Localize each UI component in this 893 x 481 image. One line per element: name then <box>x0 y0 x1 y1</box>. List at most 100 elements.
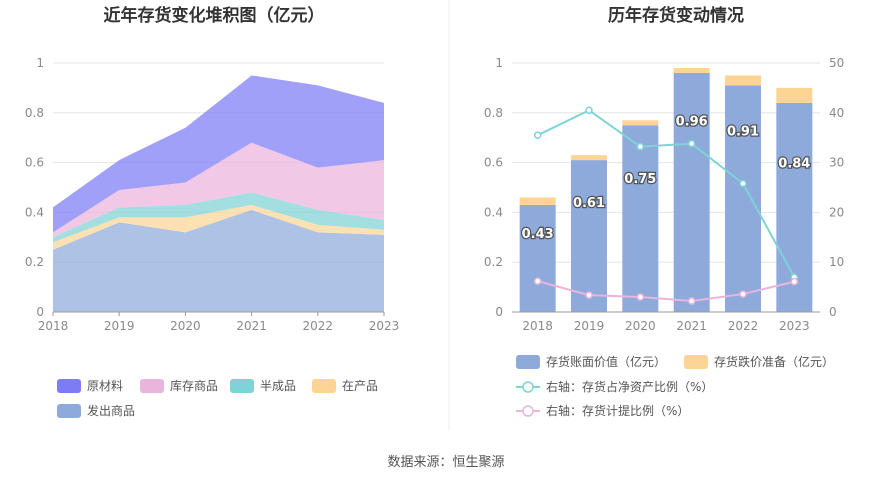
right-bars <box>519 67 813 313</box>
left-chart-title: 近年存货变化堆积图（亿元） <box>104 5 325 26</box>
bar-reserve-2023[interactable] <box>776 87 813 103</box>
left-y-tick: 0.6 <box>25 156 44 170</box>
line-point[interactable] <box>585 291 593 299</box>
legend-item-库存商品[interactable]: 库存商品 <box>140 378 218 393</box>
legend-item-原材料[interactable]: 原材料 <box>57 379 123 393</box>
line-point[interactable] <box>790 277 799 286</box>
right-x-tick: 2021 <box>676 319 707 333</box>
bar-value-label: 0.43 <box>522 227 554 242</box>
legend-label: 半成品 <box>260 379 296 393</box>
legend-item-存货跌价准备（亿元）[interactable]: 存货跌价准备（亿元） <box>684 354 834 369</box>
legend-label: 存货账面价值（亿元） <box>546 354 666 369</box>
bar-value-label: 0.84 <box>778 157 810 172</box>
right-legend: 存货账面价值（亿元） 存货跌价准备（亿元）右轴：存货占净资产比例（%） 右轴：存货计… <box>516 354 834 418</box>
line-point[interactable] <box>739 290 747 298</box>
bar-value-label: 0.61 <box>573 196 605 211</box>
right-y2-tick: 40 <box>829 106 844 120</box>
right-y2-tick: 30 <box>829 156 844 170</box>
legend-item-半成品[interactable]: 半成品 <box>230 379 296 393</box>
left-x-tick: 2021 <box>236 319 267 333</box>
left-y-tick: 0.2 <box>25 255 44 269</box>
right-lines: 0.43 0.61 0.75 0.96 0.91 0.84 <box>520 106 812 305</box>
right-x-tick: 2019 <box>574 319 605 333</box>
line-point[interactable] <box>739 179 747 188</box>
stacked-area-chart: 近年存货变化堆积图（亿元） 0 0.2 0.4 0.6 0.8 1 2018 2019 202… <box>25 5 399 418</box>
legend-label: 右轴：存货占净资产比例（%） <box>546 379 713 394</box>
bar-reserve-2018[interactable] <box>519 197 556 205</box>
area-库存商品 <box>53 142 384 238</box>
legend-swatch <box>230 379 254 393</box>
line-point[interactable] <box>687 297 696 305</box>
right-chart-title: 历年存货变动情况 <box>608 5 744 26</box>
right-y2-tick: 0 <box>829 305 837 319</box>
left-x-tick: 2019 <box>104 319 135 333</box>
area-原材料 <box>53 75 384 233</box>
right-x-tick: 2020 <box>625 319 656 333</box>
bar-reserve-2022[interactable] <box>725 75 761 86</box>
legend-label: 发出商品 <box>87 403 135 418</box>
line-point[interactable] <box>533 277 542 285</box>
left-areas <box>53 75 384 312</box>
line-point[interactable] <box>687 139 696 148</box>
legend-swatch <box>140 379 164 393</box>
bar-2020[interactable] <box>622 125 659 312</box>
legend-label: 存货跌价准备（亿元） <box>714 354 834 369</box>
legend-swatch <box>684 355 708 369</box>
legend-swatch <box>57 379 81 393</box>
bar-reserve-2019[interactable] <box>571 155 607 161</box>
area-发出商品 <box>53 209 384 312</box>
right-y-tick: 0.8 <box>484 106 503 120</box>
legend-item-存货账面价值（亿元）[interactable]: 存货账面价值（亿元） <box>516 354 666 369</box>
legend-item-右轴：存货计提比例（%）[interactable]: 右轴：存货计提比例（%） <box>516 403 689 418</box>
line-point[interactable] <box>636 142 645 151</box>
legend-label: 库存商品 <box>170 378 218 393</box>
line-point[interactable] <box>533 131 542 139</box>
right-axes: 2018 2019 2020 2021 2022 2023 <box>512 311 820 333</box>
legend-item-发出商品[interactable]: 发出商品 <box>57 403 135 418</box>
bar-2021[interactable] <box>673 72 710 313</box>
line-point[interactable] <box>585 106 593 115</box>
right-x-tick: 2018 <box>522 319 553 333</box>
line-net-asset-ratio <box>537 109 796 278</box>
left-x-tick: 2020 <box>170 319 201 333</box>
bar-2022[interactable] <box>725 85 761 312</box>
legend-label: 原材料 <box>87 379 123 393</box>
bar-value-label: 0.75 <box>624 172 656 187</box>
left-y-tick: 0.8 <box>25 106 44 120</box>
line-point[interactable] <box>636 293 645 301</box>
bar-2018[interactable] <box>519 204 556 312</box>
right-y2-tick: 20 <box>829 205 844 219</box>
bar-reserve-2020[interactable] <box>622 120 659 126</box>
legend-swatch <box>516 355 540 369</box>
bar-value-label: 0.96 <box>676 115 708 130</box>
legend-item-在产品[interactable]: 在产品 <box>312 379 378 393</box>
right-y2-tick: 10 <box>829 255 844 269</box>
legend-label: 在产品 <box>342 379 378 393</box>
right-y-tick: 1 <box>495 56 503 70</box>
bar-2019[interactable] <box>571 160 607 312</box>
right-y-tick: 0 <box>495 305 503 319</box>
legend-label: 右轴：存货计提比例（%） <box>546 403 689 418</box>
line-provision-ratio <box>537 280 795 303</box>
legend-swatch <box>57 404 81 418</box>
left-y-tick: 0 <box>36 305 44 319</box>
area-半成品 <box>53 192 384 243</box>
right-y2-tick: 50 <box>829 56 844 70</box>
legend-item-右轴：存货占净资产比例（%）[interactable]: 右轴：存货占净资产比例（%） <box>516 379 713 394</box>
legend-marker <box>522 381 534 393</box>
right-x-tick: 2023 <box>779 319 810 333</box>
left-x-tick: 2023 <box>369 319 400 333</box>
left-x-tick: 2018 <box>38 319 69 333</box>
legend-marker <box>522 405 534 417</box>
legend-swatch <box>312 379 336 393</box>
left-x-tick: 2022 <box>303 319 334 333</box>
data-source-footer: 数据来源：恒生聚源 <box>387 455 504 470</box>
area-在产品 <box>53 204 384 250</box>
bar-reserve-2021[interactable] <box>673 67 710 73</box>
left-axes: 2018 2019 2020 2021 2022 2023 <box>38 311 400 333</box>
right-y-tick: 0.6 <box>484 156 503 170</box>
